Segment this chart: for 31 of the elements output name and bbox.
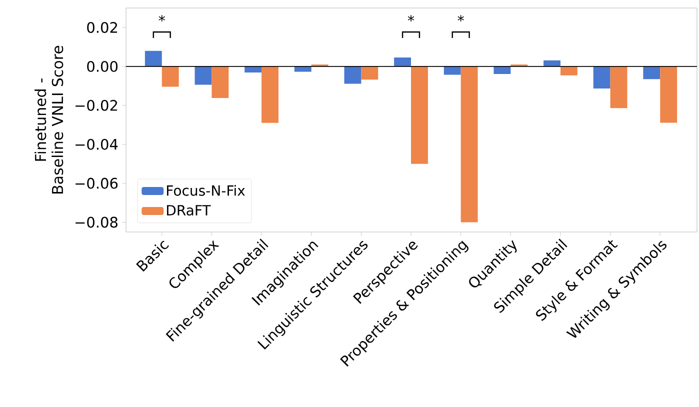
bar bbox=[394, 57, 411, 66]
bar bbox=[660, 66, 678, 123]
bar bbox=[344, 66, 362, 84]
y-tick-label: 0.00 bbox=[87, 60, 118, 72]
bar bbox=[494, 66, 511, 74]
bar bbox=[560, 66, 578, 76]
y-tick-label: −0.06 bbox=[76, 178, 118, 189]
bar bbox=[643, 66, 660, 80]
annotation: * bbox=[158, 15, 165, 22]
y-axis-title: Finetuned - Baseline VNLI Score bbox=[34, 46, 64, 194]
y-tick-label: 0.02 bbox=[87, 22, 118, 33]
bar bbox=[593, 66, 610, 88]
bar bbox=[361, 66, 378, 80]
bar bbox=[262, 66, 278, 123]
legend-label: Focus-N-Fix bbox=[167, 184, 245, 196]
annotation: * bbox=[458, 15, 464, 22]
bar bbox=[144, 50, 162, 66]
bar bbox=[162, 66, 179, 87]
bar bbox=[244, 66, 262, 72]
bar bbox=[610, 66, 628, 108]
annotation: * bbox=[408, 15, 414, 22]
bar bbox=[212, 66, 229, 98]
y-tick-label: −0.08 bbox=[76, 216, 118, 228]
bar bbox=[544, 60, 560, 66]
y-tick-label: −0.04 bbox=[76, 138, 118, 150]
bar bbox=[194, 66, 212, 85]
legend-label: DRaFT bbox=[167, 205, 211, 216]
y-tick-label: −0.02 bbox=[76, 100, 118, 111]
bar bbox=[460, 66, 478, 222]
bar bbox=[444, 66, 461, 75]
bar bbox=[411, 66, 428, 164]
